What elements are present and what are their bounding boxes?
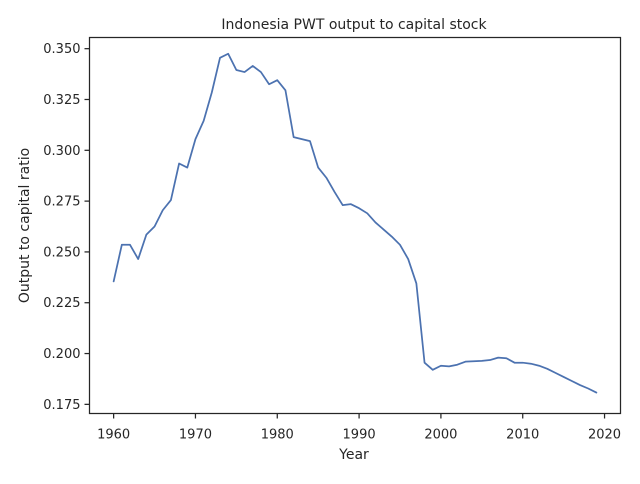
y-tick-label: 0.325 <box>43 93 80 108</box>
x-axis-ticks: 1960 1970 1980 1990 2000 2010 2020 <box>97 413 621 443</box>
y-tick-label: 0.300 <box>43 144 80 159</box>
x-tick-label: 1980 <box>261 428 294 443</box>
plot-frame <box>88 36 622 415</box>
x-tick-label: 2010 <box>506 428 539 443</box>
y-tick-label: 0.225 <box>43 296 80 311</box>
y-axis-ticks: 0.175 0.200 0.225 0.250 0.275 0.300 0.325 0.350 <box>43 42 90 413</box>
x-tick-label: 1960 <box>97 428 130 443</box>
y-tick-label: 0.175 <box>43 398 80 413</box>
series-layer <box>112 52 598 394</box>
x-tick-label: 1970 <box>179 428 212 443</box>
y-tick-label: 0.275 <box>43 195 80 210</box>
y-tick-label: 0.200 <box>43 347 80 362</box>
y-axis-label: Output to capital ratio <box>17 148 33 303</box>
x-tick-label: 2020 <box>588 428 621 443</box>
chart-title: Indonesia PWT output to capital stock <box>221 17 487 33</box>
x-tick-label: 2000 <box>424 428 457 443</box>
x-tick-label: 1990 <box>343 428 376 443</box>
y-tick-label: 0.250 <box>43 245 80 260</box>
x-axis-label: Year <box>338 447 369 463</box>
series-line <box>112 52 598 394</box>
y-tick-label: 0.350 <box>43 42 80 57</box>
